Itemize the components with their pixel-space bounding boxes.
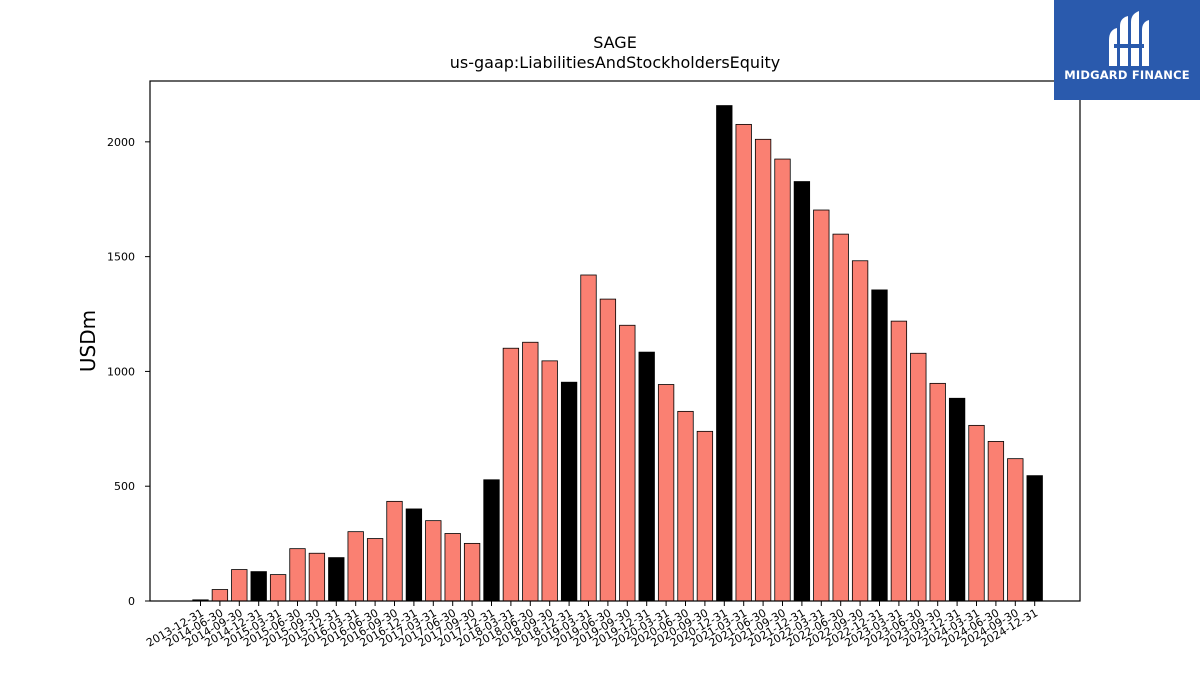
bar-2017-03-31 <box>425 520 442 602</box>
bar-2018-09-30 <box>541 360 558 602</box>
bar-2022-03-31 <box>813 209 830 602</box>
logo-mark-icon <box>1109 11 1149 66</box>
bar-2023-12-31 <box>948 397 966 602</box>
bar-2014-09-30 <box>231 569 248 602</box>
bar-2024-03-31 <box>968 424 985 602</box>
bar-2017-06-30 <box>444 533 461 602</box>
bar-2020-03-31 <box>657 384 675 602</box>
bar-2016-03-31 <box>347 531 364 602</box>
bar-2023-06-30 <box>910 352 927 602</box>
bar-2021-12-31 <box>793 181 811 602</box>
bar-2014-12-31 <box>250 571 267 602</box>
bar-2017-12-31 <box>483 479 500 602</box>
bar-2018-03-31 <box>502 347 520 602</box>
y-tick-label: 2000 <box>107 136 135 149</box>
bar-2019-12-31 <box>638 351 655 602</box>
bar-2016-06-30 <box>366 538 384 602</box>
y-axis-label: USDm <box>76 310 100 372</box>
bar-2018-06-30 <box>522 341 539 602</box>
bar-2020-12-31 <box>716 105 733 602</box>
bar-2016-12-31 <box>405 508 423 602</box>
bars-group <box>192 105 1043 602</box>
y-tick-label: 1000 <box>107 365 135 378</box>
bar-2015-03-31 <box>269 574 287 602</box>
bar-2020-06-30 <box>677 410 694 602</box>
y-tick-label: 0 <box>128 595 135 608</box>
bar-2022-09-30 <box>851 260 869 602</box>
bar-2019-03-31 <box>580 274 597 602</box>
bar-2022-12-31 <box>871 289 888 602</box>
chart-title: SAGE <box>593 33 637 52</box>
bar-2016-09-30 <box>386 500 403 602</box>
y-axis-ticks: 0 500 1000 1500 2000 <box>107 136 150 608</box>
bar-2024-09-30 <box>1007 458 1024 602</box>
bar-2020-09-30 <box>696 430 714 602</box>
chart-subtitle: us-gaap:LiabilitiesAndStockholdersEquity <box>449 53 781 72</box>
bar-2022-06-30 <box>832 233 849 602</box>
bar-2023-09-30 <box>929 382 946 602</box>
x-axis-ticks: 2013-12-312014-06-302014-09-302014-12-31… <box>144 601 1040 650</box>
bar-2021-06-30 <box>754 138 772 602</box>
bar-2017-09-30 <box>463 542 481 602</box>
bar-2018-12-31 <box>560 381 578 602</box>
plot-frame <box>149 80 1081 602</box>
bar-2019-06-30 <box>599 298 617 602</box>
bar-2015-09-30 <box>308 552 326 602</box>
bar-2015-06-30 <box>289 548 306 602</box>
brand-logo: MIDGARD FINANCE <box>1054 0 1200 100</box>
bar-2015-12-31 <box>328 557 345 602</box>
y-tick-label: 1500 <box>107 251 135 264</box>
bar-2023-03-31 <box>890 320 908 602</box>
bar-2019-09-30 <box>619 324 636 602</box>
bar-2021-03-31 <box>735 123 752 602</box>
bar-2021-09-30 <box>774 158 791 602</box>
y-tick-label: 500 <box>114 480 135 493</box>
bar-2014-06-30 <box>211 589 229 602</box>
bar-2024-12-31 <box>1026 475 1043 602</box>
bar-2024-06-30 <box>987 441 1005 602</box>
logo-text: MIDGARD FINANCE <box>1064 68 1190 82</box>
